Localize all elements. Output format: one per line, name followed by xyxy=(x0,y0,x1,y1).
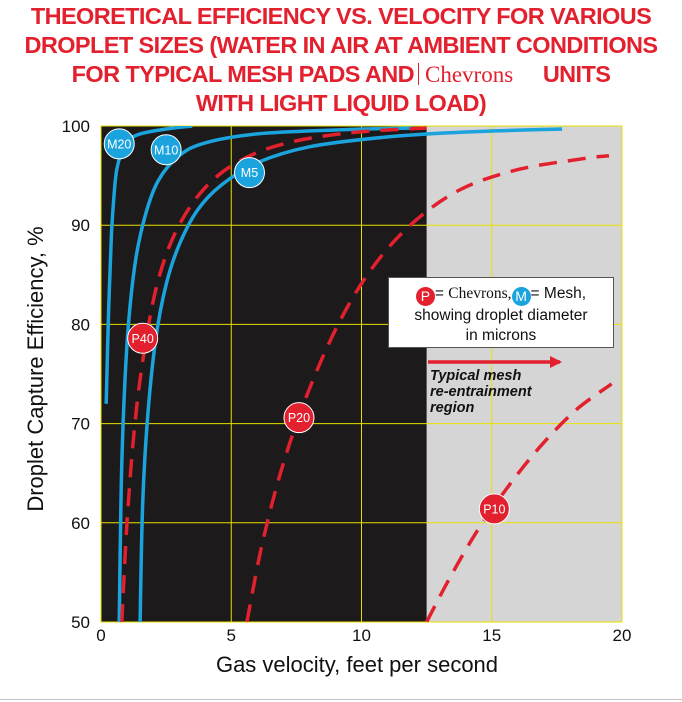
curve-key-line-1: P = Chevrons, M = Mesh, xyxy=(389,284,613,306)
curve-key-box: P = Chevrons, M = Mesh, showing droplet dia… xyxy=(388,277,614,348)
curve-p10 xyxy=(425,382,613,622)
title-line-3-chevrons: Chevrons xyxy=(424,62,514,87)
x-tick-label: 15 xyxy=(482,626,501,645)
curve-p20 xyxy=(245,154,610,622)
curve-label-m20: M20 xyxy=(107,137,131,151)
x-tick-label: 5 xyxy=(227,626,236,645)
bottom-rule xyxy=(0,699,682,700)
chevron-key-equals: = xyxy=(434,285,444,302)
curve-marker-p40 xyxy=(127,322,159,354)
title-line-4: WITH LIGHT LIQUID LOAD) xyxy=(195,90,487,116)
reentrainment-region xyxy=(426,126,622,622)
curve-m20 xyxy=(104,126,193,404)
curve-key-line-2: showing droplet diameter xyxy=(414,307,588,324)
text-cursor-bar xyxy=(417,63,419,85)
x-tick-label: 10 xyxy=(352,626,371,645)
y-tick-label: 100 xyxy=(62,117,90,136)
curve-label-p10: P10 xyxy=(483,502,505,516)
y-tick-label: 50 xyxy=(71,613,90,632)
y-axis-label: Droplet Capture Efficiency, % xyxy=(23,226,48,511)
chevron-key-dot: P xyxy=(415,287,435,306)
curve-label-p20: P20 xyxy=(288,411,310,425)
curve-label-m10: M10 xyxy=(154,143,178,157)
x-tick-label: 0 xyxy=(96,626,105,645)
gridlines xyxy=(100,125,623,623)
curve-m5 xyxy=(138,127,563,622)
curve-marker-m20 xyxy=(103,128,135,160)
y-tick-label: 90 xyxy=(71,216,90,235)
curves xyxy=(104,126,613,622)
chart-title: THEORETICAL EFFICIENCY VS. VELOCITY FOR … xyxy=(0,2,682,118)
tick-labels: 0 5 10 15 20 50 60 70 80 90 100 xyxy=(62,117,632,645)
x-axis-label: Gas velocity, feet per second xyxy=(216,652,498,677)
reentrainment-note: Typical mesh re-entrainment region xyxy=(430,368,532,416)
title-line-3-start: FOR TYPICAL MESH PADS AND xyxy=(71,61,415,87)
curve-key-line-3: in microns xyxy=(465,327,537,344)
curve-label-m5: M5 xyxy=(241,166,258,180)
mesh-key-dot: M xyxy=(511,287,531,306)
x-tick-label: 20 xyxy=(613,626,632,645)
curve-labels: M20 M10 M5 P40 P20 P10 xyxy=(103,128,510,525)
reentrainment-note-line-1: Typical mesh xyxy=(430,368,522,384)
chevron-key-text: Chevrons xyxy=(448,285,508,302)
mesh-key-text: = Mesh, xyxy=(530,285,587,302)
title-line-3-end: UNITS xyxy=(542,61,611,87)
title-line-2: DROPLET SIZES (WATER IN AIR AT AMBIENT C… xyxy=(24,32,659,58)
curve-marker-p20 xyxy=(283,402,315,434)
title-line-3: FOR TYPICAL MESH PADS AND Chevrons UNITS xyxy=(0,60,682,89)
y-tick-label: 70 xyxy=(71,415,90,434)
curve-label-p40: P40 xyxy=(132,332,154,346)
y-tick-label: 60 xyxy=(71,514,90,533)
y-tick-label: 80 xyxy=(71,315,90,334)
curve-m10 xyxy=(117,126,414,622)
curve-marker-m10 xyxy=(150,134,182,166)
reentrainment-note-line-2: re-entrainment xyxy=(430,384,532,400)
curve-marker-p10 xyxy=(478,493,510,525)
curve-p40 xyxy=(120,126,427,622)
curve-marker-m5 xyxy=(233,157,265,189)
reentrainment-note-line-3: region xyxy=(430,400,475,416)
chevron-key-comma: , xyxy=(507,285,512,302)
title-line-1: THEORETICAL EFFICIENCY VS. VELOCITY FOR … xyxy=(30,3,652,29)
